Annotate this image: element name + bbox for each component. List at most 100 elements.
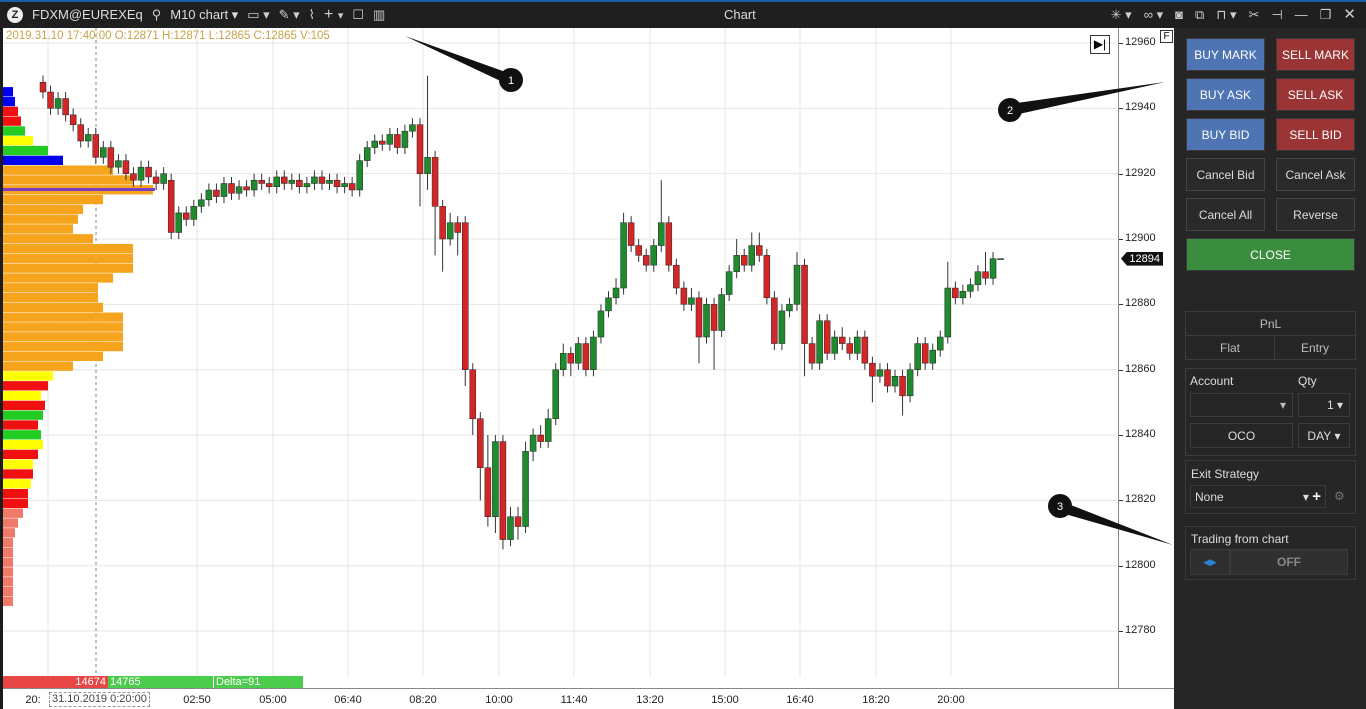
scroll-to-end-button[interactable]: ▶| — [1090, 35, 1110, 54]
candle-body — [183, 212, 190, 220]
volume-profile-bar — [3, 528, 15, 538]
link-icon[interactable]: ∞ ▾ — [1143, 7, 1164, 22]
time-tick: 16:40 — [786, 694, 814, 706]
candle-body — [703, 304, 710, 338]
display-icon[interactable]: ▭ ▾ — [247, 7, 270, 22]
candle-body — [507, 516, 514, 540]
candle-body — [688, 297, 695, 305]
pnl-label: PnL — [1186, 312, 1355, 336]
candle-body — [974, 271, 982, 286]
flag-icon[interactable]: F — [1160, 30, 1173, 43]
lock-icon[interactable]: ⊓ ▾ — [1216, 7, 1237, 22]
camera-icon[interactable]: ◙ — [1175, 7, 1183, 22]
volume-profile-bar — [3, 214, 78, 224]
volume-profile-bar — [3, 224, 73, 234]
close-icon[interactable]: ✕ — [1343, 6, 1356, 23]
search-icon[interactable]: ⚲ — [151, 7, 162, 22]
price-tick-mark — [1119, 43, 1123, 44]
candle-body — [590, 336, 597, 370]
time-axis[interactable]: 20: 02:50 05:00 06:40 08:20 10:00 11:40 13:20 15… — [3, 688, 1174, 709]
qty-dropdown[interactable]: 1 ▾ — [1298, 393, 1350, 417]
volume-profile-bar — [3, 371, 53, 381]
candle-body — [831, 336, 838, 354]
price-tick: 12820 — [1125, 493, 1156, 506]
pin-icon[interactable]: ⊣ — [1271, 7, 1283, 22]
chart-type-selector[interactable]: M10 chart ▾ — [170, 7, 239, 22]
candle-body — [461, 222, 469, 370]
account-dropdown[interactable]: ▾ — [1190, 393, 1293, 417]
candle-body — [265, 183, 273, 187]
crosshair-icon[interactable]: ✳ ▾ — [1110, 7, 1132, 22]
minimize-icon[interactable]: — — [1294, 7, 1308, 22]
candle-body — [514, 516, 522, 527]
candle-body — [198, 199, 205, 207]
clone-icon[interactable]: ⧉ — [1194, 7, 1205, 22]
volume-profile-bar — [3, 469, 33, 479]
sell-ask-button[interactable]: SELL ASK — [1276, 78, 1355, 111]
candle-body — [100, 147, 107, 158]
indicators-icon[interactable]: ⌇ — [308, 7, 316, 22]
candle-body — [47, 91, 54, 109]
toggle-arrows-icon[interactable]: ◀▶ — [1190, 549, 1230, 575]
gear-icon[interactable]: ⚙ — [1334, 489, 1345, 503]
title-bar: Z FDXM@EUREXEq ⚲ M10 chart ▾ ▭ ▾ ✎ ▾ ⌇ +… — [0, 0, 1366, 28]
symbol-selector[interactable]: FDXM@EUREXEq — [32, 7, 143, 22]
candle-body — [54, 98, 62, 109]
add-icon[interactable]: + — [1312, 488, 1321, 505]
volume-profile-bar — [3, 116, 21, 126]
price-axis[interactable]: F 12960 12940 12920 12900 12880 12860 12840 128… — [1118, 28, 1174, 688]
price-tick-mark — [1119, 173, 1123, 175]
trading-from-chart-toggle[interactable]: OFF — [1230, 549, 1348, 575]
reverse-button[interactable]: Reverse — [1276, 198, 1355, 231]
tools-icon[interactable]: ✂ — [1248, 7, 1260, 22]
volume-profile-bar — [3, 488, 28, 499]
volume-profile-bar — [3, 557, 13, 567]
flat-value: Flat — [1186, 336, 1275, 359]
volume-profile-bar — [3, 106, 18, 117]
cancel-bid-button[interactable]: Cancel Bid — [1186, 158, 1265, 191]
exit-strategy-label: Exit Strategy — [1191, 467, 1260, 481]
chart-area[interactable]: 2019.31.10 17:40:00 O:12871 H:12871 L:12… — [3, 28, 1118, 688]
candle-body — [680, 287, 688, 305]
cancel-all-button[interactable]: Cancel All — [1186, 198, 1265, 231]
volume-profile-bar — [3, 390, 41, 401]
candle-body — [333, 179, 341, 187]
candle-body — [808, 343, 816, 364]
restore-icon[interactable]: ❐ — [1319, 7, 1332, 22]
volume-profile-bar — [3, 312, 123, 322]
buy-market-button[interactable]: BUY MARK — [1186, 38, 1265, 71]
candle-body — [62, 98, 69, 116]
candle-body — [658, 222, 665, 246]
sell-market-button[interactable]: SELL MARK — [1276, 38, 1355, 71]
exit-strategy-dropdown[interactable]: None ▾ + — [1190, 485, 1326, 508]
candle-body — [84, 134, 92, 142]
sell-bid-button[interactable]: SELL BID — [1276, 118, 1355, 151]
trading-panel: BUY MARK SELL MARK BUY ASK SELL ASK BUY … — [1174, 28, 1366, 709]
volume-profile-bar — [3, 351, 103, 362]
window-icon[interactable]: ☐ — [352, 7, 364, 22]
cancel-ask-button[interactable]: Cancel Ask — [1276, 158, 1355, 191]
candle-body — [130, 173, 137, 181]
add-icon[interactable]: + ▾ — [324, 5, 344, 23]
candle-body — [612, 287, 620, 299]
pencil-icon[interactable]: ✎ ▾ — [278, 7, 300, 22]
trading-from-chart-label: Trading from chart — [1191, 532, 1289, 546]
tif-dropdown[interactable]: DAY ▾ — [1298, 423, 1350, 448]
candle-body — [318, 176, 326, 184]
exit-strategy-value: None — [1195, 489, 1224, 504]
price-tick-mark — [1119, 304, 1123, 306]
price-tick-mark — [1119, 565, 1123, 567]
toolbar-right: ✳ ▾ ∞ ▾ ◙ ⧉ ⊓ ▾ ✂ ⊣ — ❐ ✕ — [1111, 2, 1356, 28]
candle-body — [560, 353, 567, 370]
buy-bid-button[interactable]: BUY BID — [1186, 118, 1265, 151]
volume-profile-bar — [3, 87, 13, 97]
candle-body — [213, 189, 220, 197]
layout-icon[interactable]: ▥ — [373, 7, 386, 22]
buy-ask-button[interactable]: BUY ASK — [1186, 78, 1265, 111]
oco-button[interactable]: OCO — [1190, 423, 1293, 448]
volume-profile-bar — [3, 596, 13, 607]
candle-body — [341, 183, 348, 187]
candle-body — [914, 343, 921, 370]
price-tick-mark — [1119, 239, 1123, 241]
close-position-button[interactable]: CLOSE — [1186, 238, 1355, 271]
